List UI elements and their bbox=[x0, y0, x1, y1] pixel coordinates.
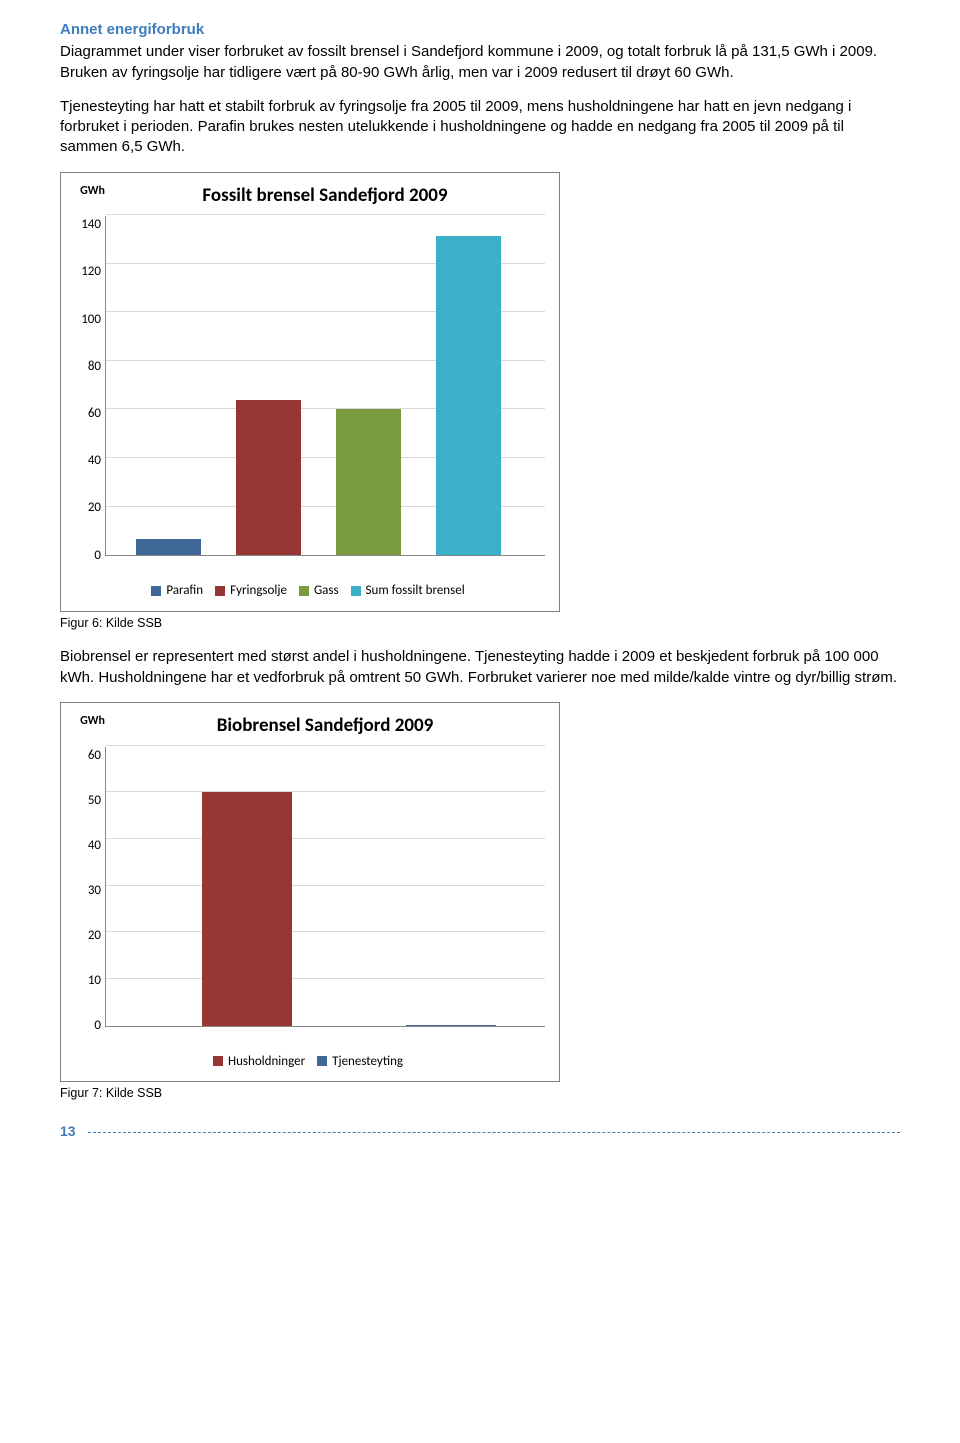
section-heading: Annet energiforbruk bbox=[60, 20, 900, 40]
legend-item: Tjenesteyting bbox=[317, 1053, 403, 1071]
legend-label: Husholdninger bbox=[228, 1053, 305, 1071]
bar-parafin bbox=[136, 539, 201, 555]
legend-swatch-icon bbox=[317, 1056, 327, 1066]
legend-item: Gass bbox=[299, 582, 339, 600]
chart1-y-unit: GWh bbox=[71, 183, 105, 215]
chart2-legend: Husholdninger Tjenesteyting bbox=[71, 1053, 545, 1071]
chart2-y-axis: 6050403020100 bbox=[71, 747, 105, 1035]
chart2-y-unit: GWh bbox=[71, 713, 105, 745]
paragraph-2: Tjenesteyting har hatt et stabilt forbru… bbox=[60, 97, 900, 158]
legend-swatch-icon bbox=[151, 586, 161, 596]
chart1-title: Fossilt brensel Sandefjord 2009 bbox=[105, 183, 545, 209]
legend-label: Parafin bbox=[166, 582, 203, 600]
legend-label: Gass bbox=[314, 582, 339, 600]
bar-sum-fossilt-brensel bbox=[436, 236, 501, 555]
chart2-plot bbox=[105, 747, 545, 1027]
paragraph-1: Diagrammet under viser forbruket av foss… bbox=[60, 42, 900, 83]
bar-gass bbox=[336, 409, 401, 555]
legend-item: Parafin bbox=[151, 582, 203, 600]
chart1-plot bbox=[105, 216, 545, 556]
legend-label: Tjenesteyting bbox=[332, 1053, 403, 1071]
legend-item: Sum fossilt brensel bbox=[351, 582, 465, 600]
chart1-legend: Parafin Fyringsolje Gass Sum fossilt brense… bbox=[71, 582, 545, 600]
chart2-caption: Figur 7: Kilde SSB bbox=[60, 1085, 900, 1102]
legend-swatch-icon bbox=[351, 586, 361, 596]
paragraph-3: Biobrensel er representert med størst an… bbox=[60, 647, 900, 688]
legend-swatch-icon bbox=[215, 586, 225, 596]
chart1-caption: Figur 6: Kilde SSB bbox=[60, 615, 900, 632]
bar-fyringsolje bbox=[236, 400, 301, 555]
legend-item: Fyringsolje bbox=[215, 582, 287, 600]
legend-item: Husholdninger bbox=[213, 1053, 305, 1071]
legend-swatch-icon bbox=[299, 586, 309, 596]
chart-biofuel: GWh Biobrensel Sandefjord 2009 605040302… bbox=[60, 702, 560, 1082]
legend-label: Fyringsolje bbox=[230, 582, 287, 600]
chart-fossil-fuel: GWh Fossilt brensel Sandefjord 2009 1401… bbox=[60, 172, 560, 612]
bar-husholdninger bbox=[202, 792, 292, 1025]
chart1-y-axis: 140120100806040200 bbox=[71, 216, 105, 564]
legend-label: Sum fossilt brensel bbox=[366, 582, 465, 600]
footer-dashed-line bbox=[88, 1132, 900, 1133]
chart2-title: Biobrensel Sandefjord 2009 bbox=[105, 713, 545, 739]
legend-swatch-icon bbox=[213, 1056, 223, 1066]
